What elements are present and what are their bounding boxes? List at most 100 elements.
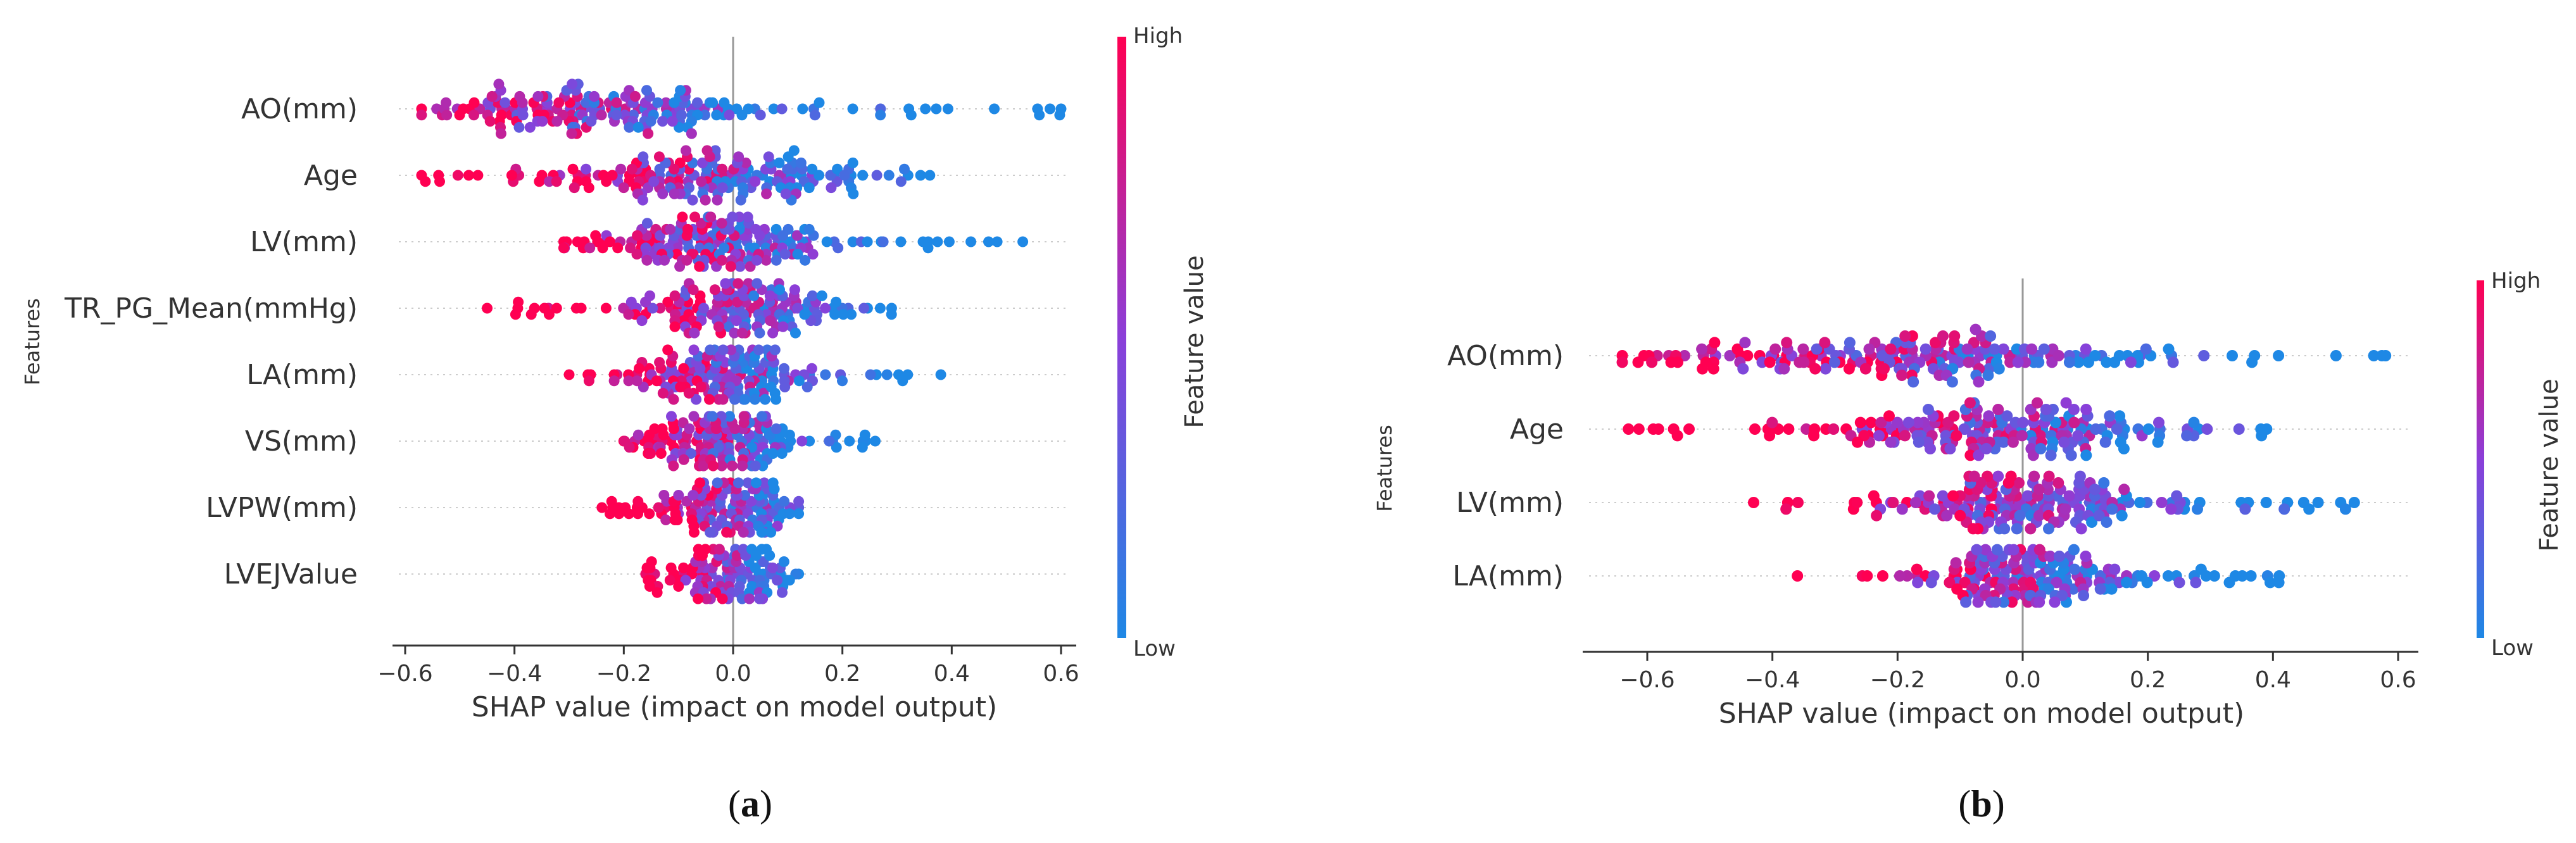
shap-dot: [1972, 596, 1984, 608]
shap-dot: [905, 109, 917, 121]
shap-dot: [1766, 416, 1778, 428]
shap-dot: [643, 128, 654, 139]
shap-dot: [1885, 343, 1897, 355]
shap-dot: [1899, 430, 1911, 442]
shap-dot: [1983, 410, 1995, 422]
shap-dot: [820, 303, 831, 314]
shap-dot: [683, 387, 694, 399]
shap-dot: [2011, 523, 2023, 535]
shap-dot: [1997, 596, 2009, 608]
shap-dot: [1980, 443, 1992, 454]
panel-a-colorbar-label: Feature value: [1180, 255, 1209, 428]
panel-b-colorbar-low: Low: [2491, 635, 2534, 661]
shap-dot: [764, 290, 776, 301]
shap-dot: [920, 103, 931, 115]
shap-dot: [2106, 503, 2118, 515]
shap-dot: [567, 163, 579, 175]
shap-dot: [2141, 577, 2153, 589]
shap-dot: [777, 321, 789, 332]
shap-dot: [742, 477, 753, 489]
shap-dot: [495, 128, 506, 139]
shap-dot: [2239, 503, 2251, 515]
shap-dot: [2065, 449, 2077, 461]
shap-dot: [729, 327, 740, 339]
shap-dot: [1778, 363, 1790, 375]
shap-dot: [1925, 577, 1937, 589]
shap-dot: [667, 116, 678, 127]
shap-dot: [704, 394, 715, 405]
shap-dot: [1948, 410, 1960, 422]
shap-dot: [770, 394, 782, 405]
x-tick-label: −0.6: [377, 661, 432, 687]
shap-dot: [838, 309, 849, 320]
shap-dot: [2264, 577, 2276, 589]
shap-dot: [2080, 343, 2092, 355]
shap-dot: [2073, 356, 2085, 368]
shap-dot: [2069, 563, 2080, 575]
shap-dot: [1859, 363, 1871, 375]
shap-dot: [732, 477, 744, 489]
shap-dot: [689, 211, 701, 223]
shap-dot: [989, 103, 1000, 115]
shap-dot: [2044, 551, 2056, 562]
shap-dot: [739, 490, 750, 501]
shap-dot: [924, 170, 936, 181]
shap-dot: [611, 109, 622, 121]
shap-dot: [694, 261, 705, 272]
shap-dot: [2339, 503, 2351, 515]
panel-b: −0.6 −0.4 −0.2 0.0 0.2 0.4 0.6 AO(mm) Age LV(mm)…: [1373, 268, 2564, 825]
shap-dot: [2093, 509, 2105, 521]
shap-dot: [717, 593, 728, 604]
shap-dot: [1828, 356, 1840, 368]
shap-dot: [750, 460, 761, 471]
shap-dot: [675, 382, 686, 392]
x-tick-label: 0.4: [934, 661, 970, 687]
shap-dot: [740, 157, 751, 168]
shap-dot: [1883, 410, 1895, 422]
shap-dot: [2152, 436, 2164, 448]
shap-dot: [701, 593, 712, 604]
shap-dot: [694, 290, 706, 301]
shap-dot: [1896, 503, 1908, 515]
shap-dot: [645, 116, 657, 127]
shap-dot: [768, 103, 779, 115]
panel-b-dots: [1616, 323, 2392, 608]
shap-dot: [665, 562, 677, 573]
shap-dot: [641, 218, 653, 229]
shap-dot: [632, 122, 644, 133]
x-tick-label: −0.4: [487, 661, 542, 687]
shap-dot: [760, 394, 770, 405]
shap-dot: [874, 303, 886, 314]
shap-dot: [2188, 416, 2200, 428]
panel-a-caption-letter: a: [741, 783, 760, 825]
shap-dot: [779, 363, 789, 374]
shap-dot: [793, 508, 805, 520]
panel-a-x-axis-label: SHAP value (impact on model output): [472, 691, 997, 723]
shap-dot: [721, 527, 732, 538]
shap-dot: [1808, 430, 1819, 442]
shap-dot: [839, 170, 850, 181]
shap-dot: [1764, 356, 1776, 368]
shap-dot: [2033, 509, 2045, 521]
shap-dot: [717, 254, 727, 266]
shap-dot: [2043, 523, 2054, 535]
shap-dot: [1739, 337, 1751, 349]
shap-dot: [915, 170, 926, 181]
shap-dot: [1944, 443, 1956, 454]
shap-dot: [2273, 577, 2285, 589]
x-tick-label: 0.0: [715, 661, 751, 687]
shap-dot: [586, 116, 597, 127]
shap-dot: [2068, 416, 2080, 428]
shap-dot: [1944, 577, 1956, 589]
shap-dot: [2060, 397, 2072, 409]
shap-dot: [2125, 356, 2137, 368]
x-tick-label: 0.0: [2004, 667, 2040, 693]
shap-dot: [932, 236, 943, 247]
x-tick-label: −0.2: [596, 661, 651, 687]
shap-dot: [1885, 436, 1897, 448]
shap-dot: [734, 261, 746, 272]
shap-dot: [632, 496, 644, 507]
shap-dot: [739, 394, 751, 405]
shap-dot: [917, 236, 929, 247]
shap-dot: [831, 296, 842, 308]
